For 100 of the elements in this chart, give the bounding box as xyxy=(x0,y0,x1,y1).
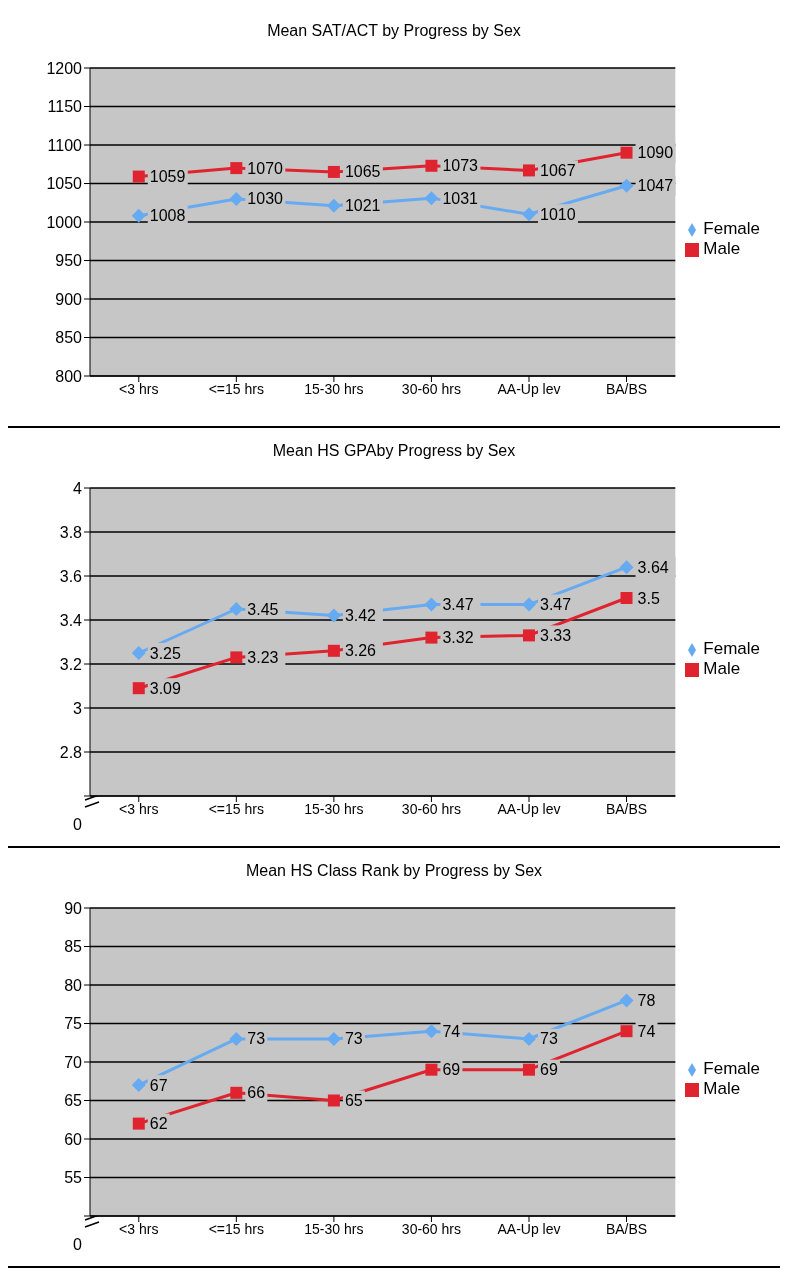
data-label: 1073 xyxy=(442,157,479,175)
data-label: 3.23 xyxy=(247,648,279,666)
point xyxy=(131,646,146,660)
y-tick-label: 3 xyxy=(73,699,83,717)
point xyxy=(326,1031,341,1046)
point xyxy=(424,1024,439,1039)
data-label: 69 xyxy=(442,1061,461,1079)
y-tick-label: 55 xyxy=(64,1169,83,1187)
x-tick-label: <3 hrs xyxy=(119,800,159,817)
point xyxy=(620,1025,633,1038)
point xyxy=(326,608,341,623)
point xyxy=(131,1078,146,1093)
data-label: 73 xyxy=(539,1030,558,1048)
data-label: 3.32 xyxy=(442,629,474,647)
x-tick-label: <3 hrs xyxy=(119,1220,159,1237)
y-tick-label: 85 xyxy=(64,938,83,956)
point xyxy=(425,631,438,644)
point xyxy=(424,597,439,612)
point xyxy=(620,592,633,604)
point xyxy=(229,1031,244,1046)
point xyxy=(425,159,438,172)
point xyxy=(521,207,536,222)
y-tick-label: 3.8 xyxy=(59,523,83,541)
data-label: 78 xyxy=(637,991,656,1009)
chart-title: Mean HS GPAby Progress by Sex xyxy=(271,441,517,461)
point xyxy=(521,1031,536,1046)
point xyxy=(619,178,634,193)
data-label: 3.26 xyxy=(344,642,377,660)
data-label: 1065 xyxy=(344,163,381,181)
y-tick-label: 1000 xyxy=(46,213,83,231)
y-tick-label: 3.6 xyxy=(59,567,83,585)
x-tick-label: 15-30 hrs xyxy=(304,800,364,817)
point xyxy=(521,597,536,612)
point xyxy=(230,162,243,175)
point xyxy=(132,1117,145,1130)
data-label: 3.47 xyxy=(539,596,572,614)
point xyxy=(522,629,535,642)
data-label: 73 xyxy=(247,1030,266,1048)
point xyxy=(132,170,145,183)
y-tick-label: 65 xyxy=(64,1092,83,1110)
y-tick-label: 1100 xyxy=(47,136,83,154)
data-label: 3.42 xyxy=(344,607,377,625)
data-label: 1059 xyxy=(149,168,186,186)
x-tick-label: BA/BS xyxy=(605,800,648,817)
point xyxy=(619,993,634,1008)
y-tick-label: 800 xyxy=(55,367,83,385)
y-tick-label: 1200 xyxy=(46,59,83,77)
point xyxy=(424,191,439,206)
x-tick-label: 30-60 hrs xyxy=(401,800,462,817)
data-label: 1030 xyxy=(247,190,284,208)
text: 0 xyxy=(72,1236,82,1254)
data-label: 65 xyxy=(344,1092,363,1109)
legend-label: Male xyxy=(703,239,741,258)
point xyxy=(327,165,340,178)
legend-label: Female xyxy=(703,219,760,238)
point xyxy=(619,560,634,575)
legend-label: Female xyxy=(703,1059,760,1078)
y-tick-label: 1050 xyxy=(46,175,83,193)
data-label: 74 xyxy=(637,1022,656,1040)
x-tick-label: 15-30 hrs xyxy=(304,1220,364,1237)
x-tick-label: <=15 hrs xyxy=(208,380,264,397)
point xyxy=(230,651,243,664)
point xyxy=(522,164,535,177)
point xyxy=(326,198,341,213)
x-tick-label: <3 hrs xyxy=(119,380,159,397)
data-label: 1010 xyxy=(539,205,576,223)
legend-label: Female xyxy=(703,639,760,658)
x-tick-label: <=15 hrs xyxy=(208,1220,264,1237)
x-tick-label: AA-Up lev xyxy=(497,800,561,817)
chart-title: Mean HS Class Rank by Progress by Sex xyxy=(244,861,544,881)
y-tick-label: 80 xyxy=(64,976,83,994)
point xyxy=(230,1086,243,1099)
text: 0 xyxy=(72,816,82,834)
data-label: 3.45 xyxy=(247,600,279,618)
point xyxy=(425,1063,438,1076)
y-tick-label: 900 xyxy=(55,290,83,308)
x-tick-label: 30-60 hrs xyxy=(401,1220,462,1237)
data-label: 1090 xyxy=(637,144,674,162)
y-tick-label: 850 xyxy=(55,329,83,347)
point xyxy=(132,682,145,695)
data-label: 1021 xyxy=(344,197,381,215)
y-tick-label: 60 xyxy=(64,1130,83,1148)
y-tick-label: 3.2 xyxy=(59,655,83,673)
x-tick-label: <=15 hrs xyxy=(208,800,264,817)
x-tick-label: BA/BS xyxy=(605,1220,648,1237)
data-label: 1070 xyxy=(247,159,284,177)
data-label: 3.5 xyxy=(637,589,660,607)
data-label: 67 xyxy=(149,1076,168,1094)
point xyxy=(131,208,146,223)
y-tick-label: 2.8 xyxy=(59,743,83,761)
data-label: 1008 xyxy=(149,207,186,225)
data-label: 69 xyxy=(539,1061,558,1079)
legend-label: Male xyxy=(703,1079,741,1098)
y-tick-label: 75 xyxy=(64,1015,83,1033)
data-label: 3.25 xyxy=(149,644,182,662)
x-tick-label: AA-Up lev xyxy=(497,380,561,397)
data-label: 3.33 xyxy=(539,626,572,644)
x-tick-label: BA/BS xyxy=(605,380,648,397)
x-tick-label: 15-30 hrs xyxy=(304,380,364,397)
data-label: 1067 xyxy=(539,161,576,179)
